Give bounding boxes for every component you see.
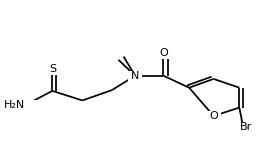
Text: Br: Br <box>239 122 252 132</box>
FancyBboxPatch shape <box>45 64 60 75</box>
FancyBboxPatch shape <box>206 111 221 121</box>
FancyBboxPatch shape <box>156 48 171 59</box>
Text: H₂N: H₂N <box>4 100 25 110</box>
Text: O: O <box>159 48 168 58</box>
Text: S: S <box>49 64 56 74</box>
Text: O: O <box>209 111 218 121</box>
FancyBboxPatch shape <box>11 100 37 111</box>
FancyBboxPatch shape <box>128 71 142 81</box>
Text: N: N <box>131 71 139 81</box>
FancyBboxPatch shape <box>235 122 257 132</box>
